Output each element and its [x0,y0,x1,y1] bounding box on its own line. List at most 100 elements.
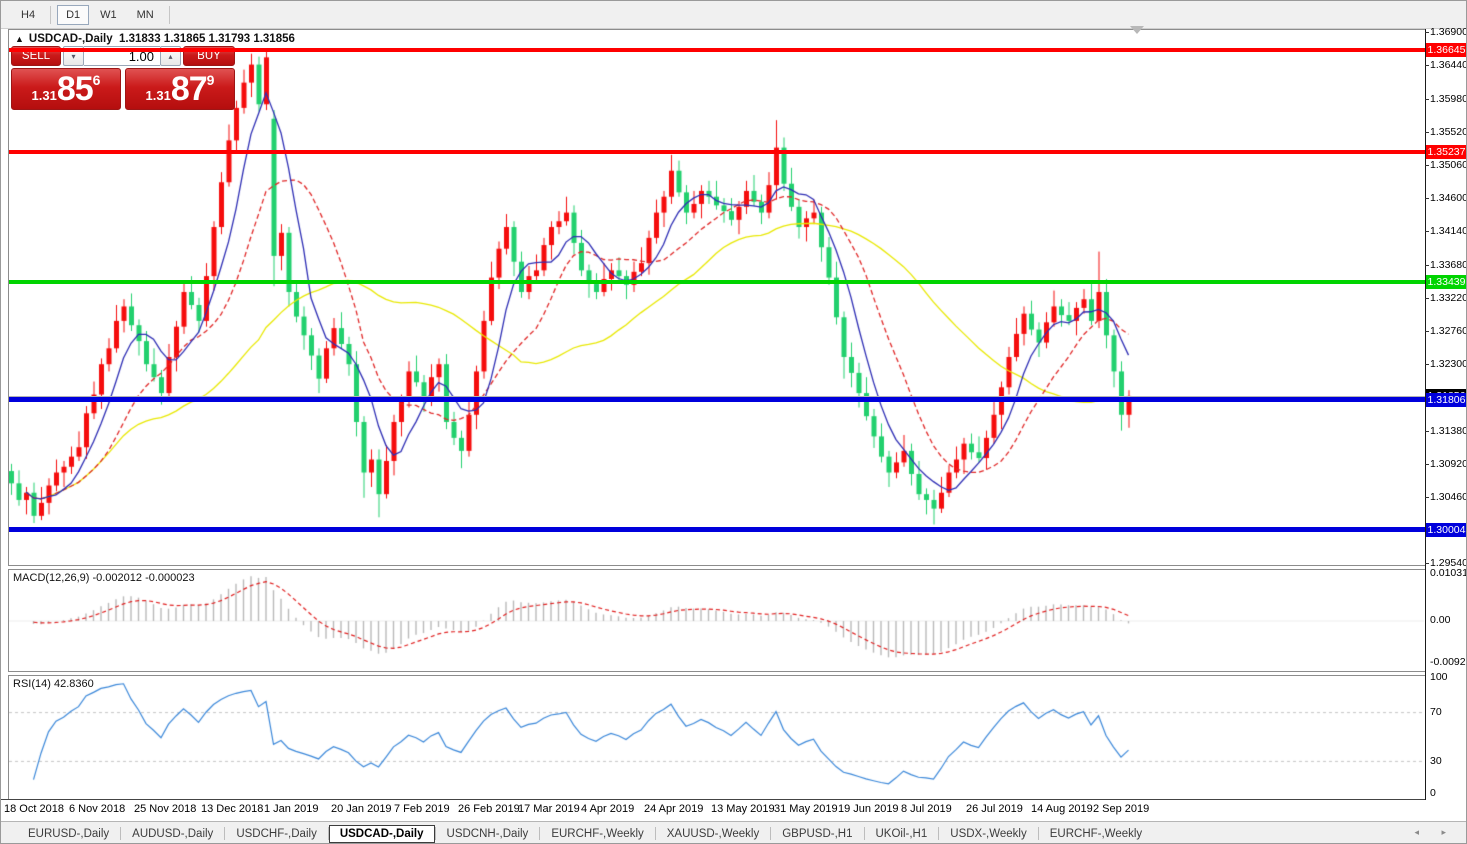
date-label: 1 Jan 2019 [264,803,319,815]
price-tick-label: 1.32300 [1425,358,1467,371]
macd-axis-label: 0.00 [1430,614,1451,626]
date-label: 19 Jun 2019 [838,803,899,815]
chart-ohlc-values: 1.31833 1.31865 1.31793 1.31856 [119,33,295,45]
sell-price-button[interactable]: 1.31 85 6 [11,68,121,110]
chart-tab-usdcad-daily[interactable]: USDCAD-,Daily [328,824,435,843]
chart-tab-bar: EURUSD-,Daily AUDUSD-,Daily USDCHF-,Daily U… [1,821,1466,843]
bid-price-line[interactable] [9,395,1425,397]
date-label: 26 Feb 2019 [458,803,520,815]
chart-tab-gbpusd-h1[interactable]: GBPUSD-,H1 [782,827,853,840]
buy-price-button[interactable]: 1.31 87 9 [125,68,235,110]
level-axis-label-1.31806: 1.31806 [1426,392,1466,407]
tab-separator [327,827,329,840]
horizontal-level-line-1.35237[interactable] [9,150,1425,155]
timeframe-button-d1[interactable]: D1 [57,4,90,25]
date-label: 4 Apr 2019 [581,803,635,815]
price-tick-label: 1.31380 [1425,424,1467,437]
level-axis-label-1.33439: 1.33439 [1426,274,1466,289]
chart-tab-usdx-weekly[interactable]: USDX-,Weekly [950,827,1027,840]
horizontal-level-line-1.33439[interactable] [9,279,1425,284]
macd-axis-label: -0.009203 [1430,656,1466,668]
chart-title: ▲ USDCAD-,Daily 1.31833 1.31865 1.31793 1… [15,33,295,45]
date-label: 13 Dec 2018 [201,803,264,815]
price-tick-label: 1.29540 [1425,557,1467,570]
chart-tab-audusd-daily[interactable]: AUDUSD-,Daily [132,827,214,840]
tab-separator [654,827,656,840]
tab-separator [120,827,122,840]
toolbar-separator [168,5,170,24]
chart-tab-usdcnh-daily[interactable]: USDCNH-,Daily [446,827,529,840]
chart-tab-usdchf-daily[interactable]: USDCHF-,Daily [236,827,317,840]
tab-scroll-arrows[interactable]: ◂ ▸ [1414,827,1456,837]
horizontal-level-line-1.30004[interactable] [9,527,1425,533]
timeframe-button-mn[interactable]: MN [136,8,154,21]
tab-separator [539,827,541,840]
timeframe-button-h4[interactable]: H4 [21,8,36,21]
tab-separator [938,827,940,840]
price-tick-label: 1.36440 [1425,59,1467,72]
tab-separator [863,827,865,840]
timeframe-button-w1[interactable]: W1 [100,8,117,21]
price-tick-label: 1.35980 [1425,92,1467,105]
price-tick-label: 1.30460 [1425,491,1467,504]
macd-label: MACD(12,26,9) -0.002012 -0.000023 [13,572,195,584]
rsi-axis-label: 30 [1430,755,1442,767]
macd-indicator-canvas[interactable] [9,570,1425,671]
level-axis-label-1.35237: 1.35237 [1426,145,1466,160]
price-tick-label: 1.30920 [1425,457,1467,470]
chart-shift-marker-icon[interactable] [1130,26,1144,34]
rsi-axis-label: 70 [1430,706,1442,718]
buy-price-pip-digit: 9 [206,72,215,88]
date-label: 18 Oct 2018 [4,803,64,815]
rsi-axis-label: 0 [1430,787,1436,799]
date-label: 13 May 2019 [711,803,775,815]
date-label: 17 Mar 2019 [518,803,580,815]
sell-price-big-digits: 85 [56,70,94,108]
date-label: 14 Aug 2019 [1031,803,1093,815]
chart-tab-ukoil-h1[interactable]: UKOil-,H1 [875,827,928,840]
rsi-indicator-canvas[interactable] [9,676,1425,798]
date-label: 2 Sep 2019 [1093,803,1150,815]
tab-separator [224,827,226,840]
chart-tab-eurchf-weekly[interactable]: EURCHF-,Weekly [551,827,644,840]
horizontal-level-line-1.36645[interactable] [9,48,1425,53]
price-tick-label: 1.34600 [1425,192,1467,205]
date-label: 6 Nov 2018 [69,803,126,815]
time-axis[interactable]: 18 Oct 2018 6 Nov 2018 25 Nov 2018 13 Dec 2… [1,800,1466,821]
date-label: 26 Jul 2019 [966,803,1023,815]
candlestick-chart-canvas[interactable] [9,30,1425,566]
price-tick-label: 1.32760 [1425,325,1467,337]
price-tick-label: 1.36900 [1425,26,1467,39]
sell-price-pip-digit: 6 [92,72,101,88]
buy-price-prefix: 1.31 [145,88,171,103]
toolbar-separator [50,5,52,24]
tab-separator [434,827,436,840]
chart-tab-xauusd-weekly[interactable]: XAUUSD-,Weekly [666,827,760,840]
date-label: 20 Jan 2019 [331,803,392,815]
collapse-arrow-icon[interactable]: ▲ [15,34,24,44]
date-label: 24 Apr 2019 [644,803,704,815]
price-tick-label: 1.35520 [1425,125,1467,138]
chart-tabs: EURUSD-,Daily AUDUSD-,Daily USDCHF-,Daily U… [17,824,1153,843]
sell-price-prefix: 1.31 [31,88,57,103]
price-tick-label: 1.33680 [1425,258,1467,271]
price-tick-label: 1.34140 [1425,225,1467,238]
rsi-axis-label: 100 [1430,671,1448,683]
rsi-label: RSI(14) 42.8360 [13,678,94,690]
date-label: 25 Nov 2018 [134,803,197,815]
chart-symbol-label: USDCAD-,Daily [28,33,113,45]
price-tick-label: 1.33220 [1425,291,1467,304]
horizontal-level-line-1.31806[interactable] [9,397,1425,403]
price-axis-line [1425,29,1426,801]
chart-tab-eurusd-daily[interactable]: EURUSD-,Daily [28,827,110,840]
tab-separator [770,827,772,840]
time-axis-line [1,799,1425,800]
timeframe-toolbar: H4 D1 W1 MN [1,1,1466,29]
tab-separator [1037,827,1039,840]
chart-tab-eurchf-weekly[interactable]: EURCHF-,Weekly [1049,827,1143,840]
level-axis-label-1.36645: 1.36645 [1426,43,1466,58]
date-label: 8 Jul 2019 [901,803,952,815]
level-axis-label-1.30004: 1.30004 [1426,522,1466,537]
